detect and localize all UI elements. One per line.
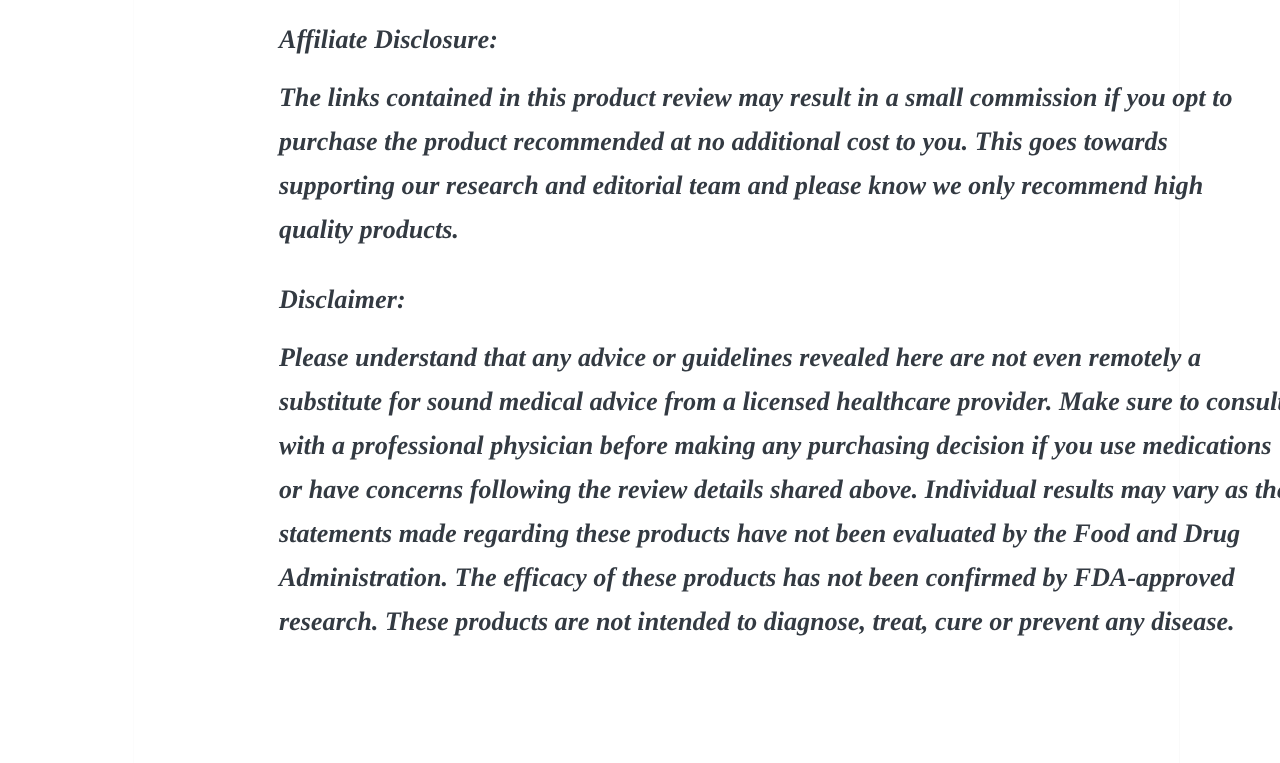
disclaimer-heading: Disclaimer: <box>279 285 406 314</box>
affiliate-disclosure-heading: Affiliate Disclosure: <box>279 25 498 54</box>
section-gap <box>279 252 1280 278</box>
article-body: Affiliate Disclosure: The links containe… <box>279 0 1280 644</box>
affiliate-disclosure-paragraph: The links contained in this product revi… <box>279 83 1233 244</box>
section-affiliate-disclosure: Affiliate Disclosure: The links containe… <box>279 18 1280 252</box>
disclaimer-paragraph: Please understand that any advice or gui… <box>279 343 1280 636</box>
section-disclaimer: Disclaimer: Please understand that any a… <box>279 278 1280 644</box>
content-frame: Affiliate Disclosure: The links containe… <box>133 0 1280 763</box>
